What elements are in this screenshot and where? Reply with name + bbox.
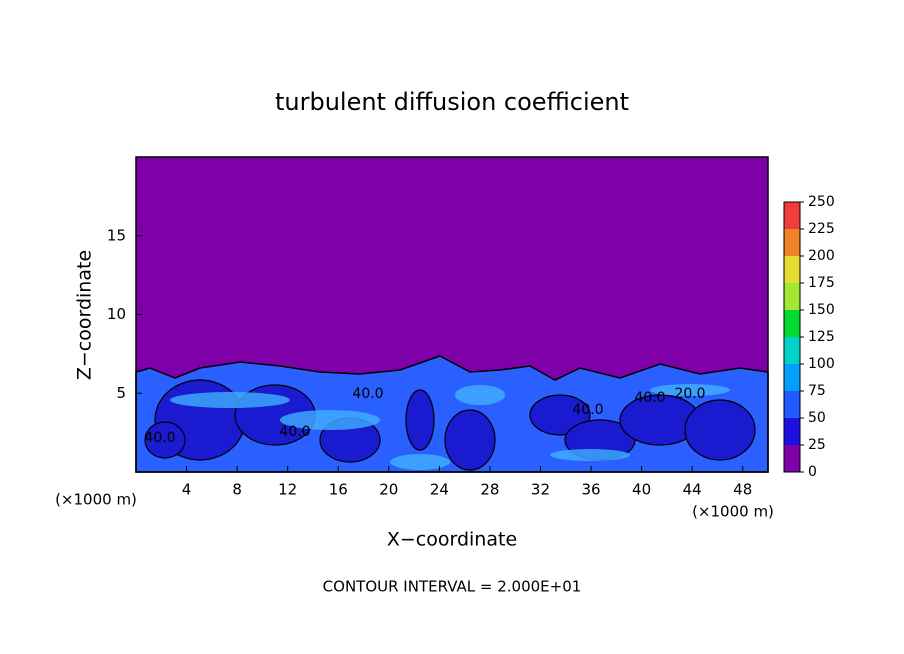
contour-label: 40.0 — [352, 386, 383, 402]
y-axis-label: Z−coordinate — [74, 250, 96, 380]
colorbar-segment — [784, 391, 800, 418]
x-tick-label: 40 — [632, 481, 651, 499]
streak — [455, 385, 505, 405]
x-axis-label: X−coordinate — [387, 529, 517, 551]
eddy — [684, 399, 756, 461]
chart-title: turbulent diffusion coefficient — [275, 88, 629, 116]
colorbar-tick-label: 225 — [808, 221, 835, 237]
colorbar-segment — [784, 283, 800, 310]
x-unit: (×1000 m) — [692, 503, 774, 521]
y-tick-label: 5 — [116, 384, 126, 402]
y-tick-label: 10 — [107, 305, 126, 323]
colorbar-tick-label: 75 — [808, 383, 826, 399]
streak — [650, 384, 730, 396]
colorbar-tick-label: 175 — [808, 275, 835, 291]
eddy — [144, 421, 186, 459]
contour-label: 40.0 — [634, 390, 665, 406]
streak — [170, 392, 290, 408]
x-tick-label: 4 — [182, 481, 192, 499]
y-tick-label: 15 — [107, 226, 126, 244]
x-tick-label: 16 — [329, 481, 348, 499]
field — [135, 157, 769, 473]
colorbar-segment — [784, 256, 800, 283]
contour-label: 40.0 — [572, 402, 603, 418]
contour-label: 40.0 — [279, 424, 310, 440]
x-tick-label: 20 — [379, 481, 398, 499]
colorbar-segment — [784, 445, 800, 472]
colorbar-tick-label: 150 — [808, 302, 835, 318]
colorbar-tick-label: 50 — [808, 410, 826, 426]
colorbar-tick-label: 25 — [808, 437, 826, 453]
colorbar-tick-label: 125 — [808, 329, 835, 345]
x-tick-label: 8 — [232, 481, 242, 499]
x-tick-label: 32 — [531, 481, 550, 499]
x-tick-label: 48 — [733, 481, 752, 499]
eddy — [529, 394, 591, 436]
colorbar-segment — [784, 229, 800, 256]
x-tick-label: 44 — [683, 481, 702, 499]
x-tick-label: 24 — [430, 481, 449, 499]
contour-label: 20.0 — [674, 386, 705, 402]
streak — [550, 449, 630, 461]
colorbar-segment — [784, 337, 800, 364]
x-tick-label: 28 — [480, 481, 499, 499]
streak — [280, 410, 380, 430]
colorbar-tick-label: 0 — [808, 464, 817, 480]
x-unit: (×1000 m) — [55, 491, 137, 509]
x-tick-label: 36 — [581, 481, 600, 499]
colorbar-tick-label: 200 — [808, 248, 835, 264]
streak — [390, 454, 450, 470]
colorbar-tick-label: 100 — [808, 356, 835, 372]
contour-label: 40.0 — [144, 430, 175, 446]
eddy — [444, 409, 496, 471]
x-tick-label: 12 — [278, 481, 297, 499]
colorbar-segment — [784, 418, 800, 445]
colorbar-segment — [784, 310, 800, 337]
colorbar-tick-label: 250 — [808, 194, 835, 210]
eddy — [405, 389, 435, 451]
colorbar-segment — [784, 202, 800, 229]
colorbar-segment — [784, 364, 800, 391]
footer: CONTOUR INTERVAL = 2.000E+01 — [323, 578, 582, 596]
